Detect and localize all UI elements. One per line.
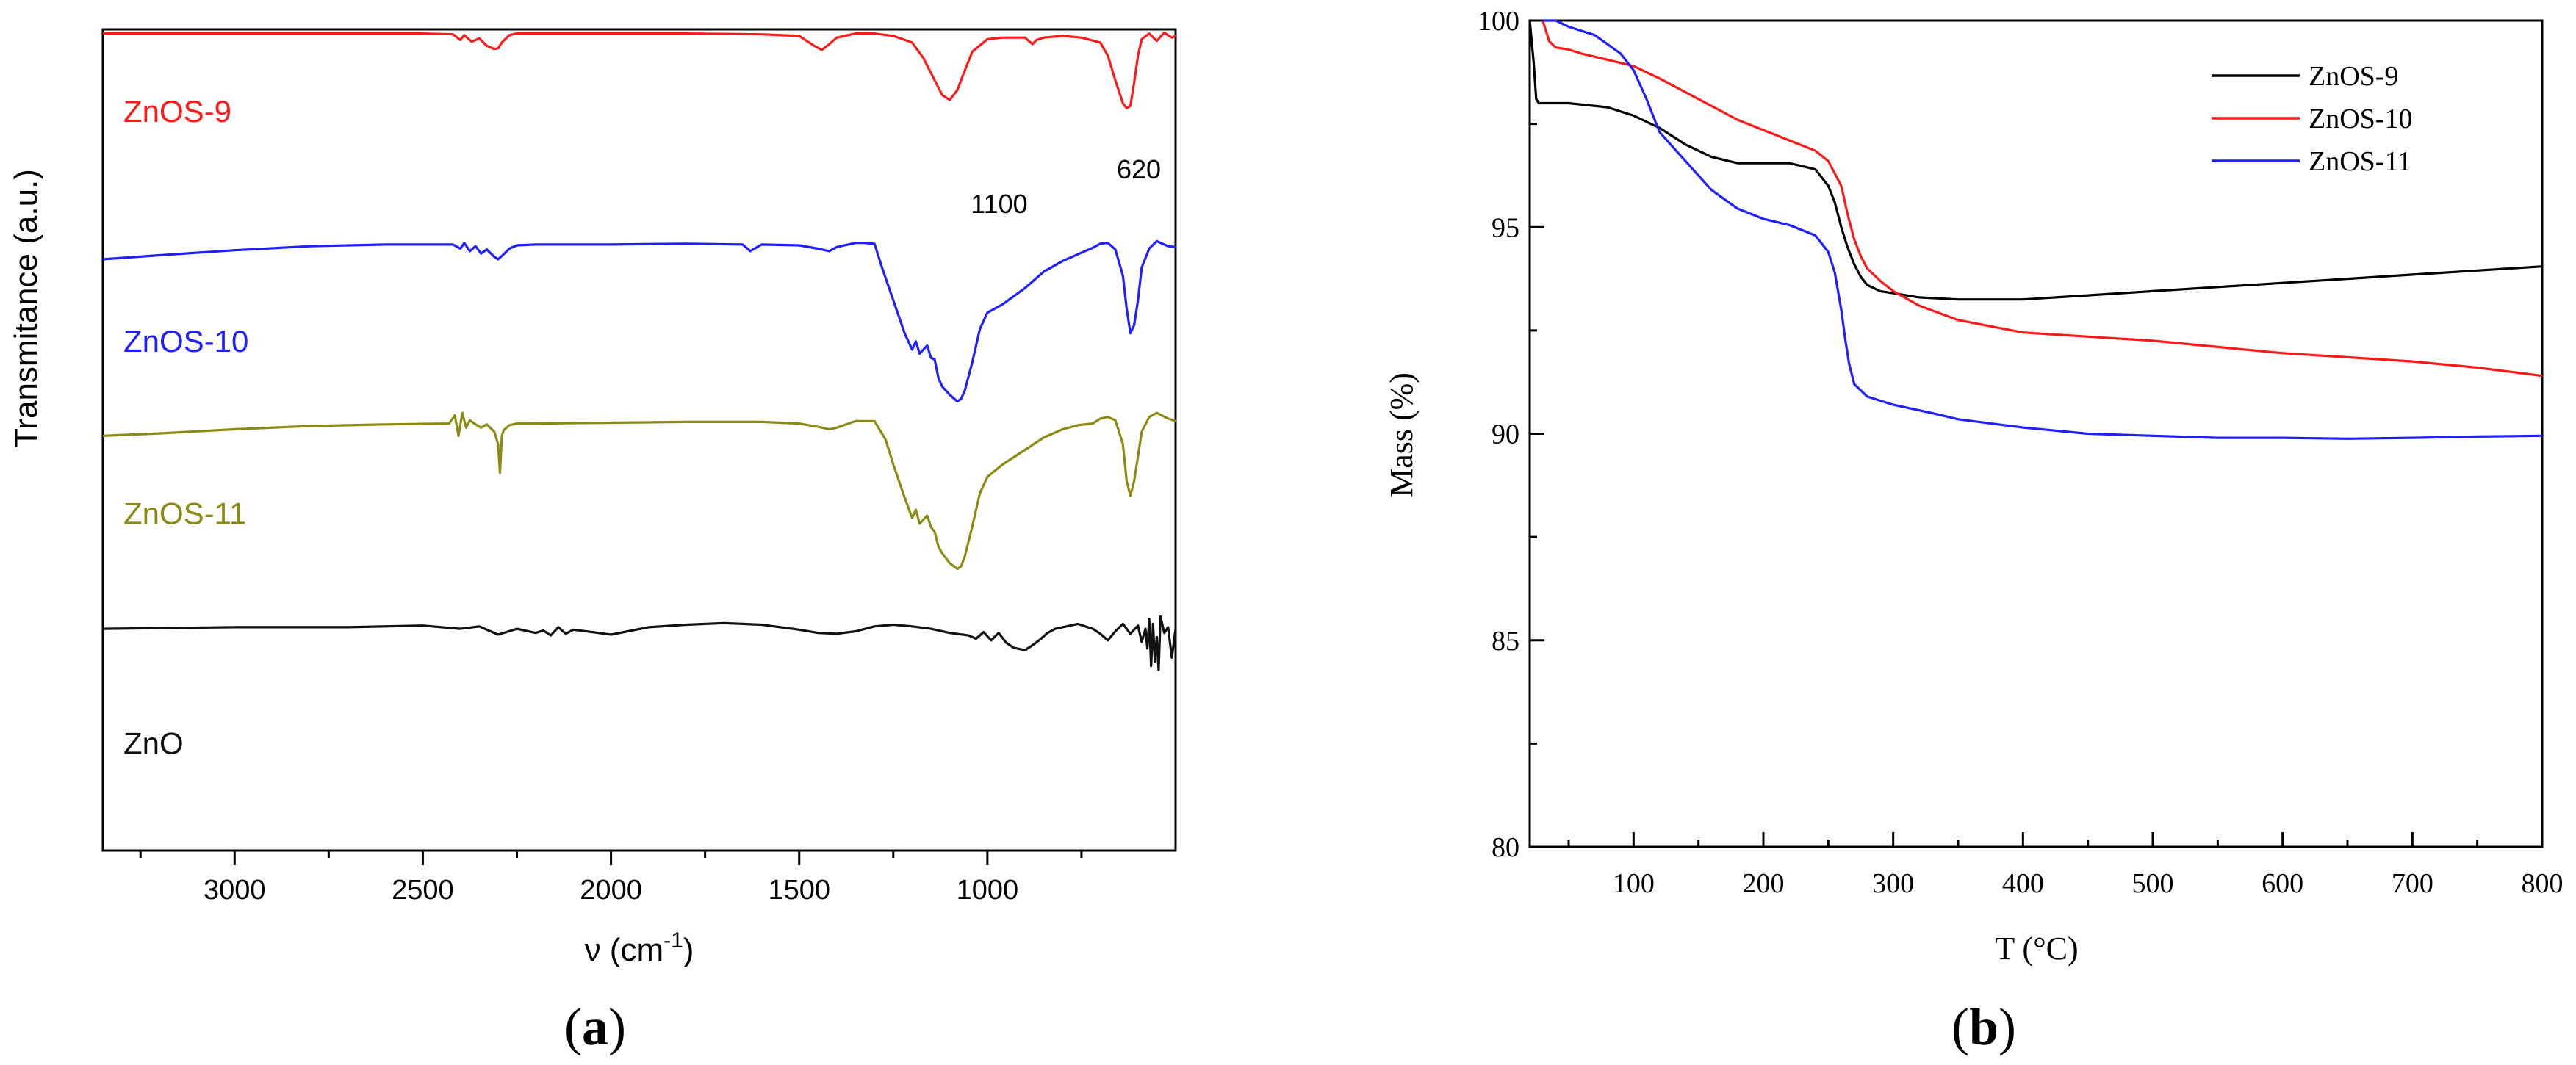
series-line-znos-11 <box>102 411 1176 571</box>
x-tick-label-200: 200 <box>1743 868 1785 899</box>
x-tick-label-2000: 2000 <box>580 875 642 906</box>
x-tick-label-700: 700 <box>2392 868 2433 899</box>
series-line-znos-10 <box>1541 20 2543 378</box>
series-line-znos-9 <box>1528 20 2543 301</box>
y-tick-label-90: 90 <box>1492 419 1519 450</box>
x-tick-label-2500: 2500 <box>392 875 454 906</box>
plot-b-axes: 100 200 300 400 500 600 700 800 80 85 90 95 100 <box>1478 6 2564 899</box>
x-tick-label-800: 800 <box>2522 868 2564 899</box>
peak-annotation-1100: 1100 <box>971 189 1027 219</box>
y-tick-label-85: 85 <box>1492 626 1519 657</box>
x-tick-label-300: 300 <box>1872 868 1914 899</box>
x-tick-label-1000: 1000 <box>957 875 1019 906</box>
series-label-znos-11: ZnOS-11 <box>123 497 246 531</box>
x-tick-label-500: 500 <box>2132 868 2174 899</box>
plot-b-legend: ZnOS-9 ZnOS-10 ZnOS-11 <box>2212 61 2412 177</box>
series-line-zno <box>102 615 1177 671</box>
peak-annotation-620: 620 <box>1117 154 1161 184</box>
y-tick-label-100: 100 <box>1478 6 1519 37</box>
plot-a-x-axis: 3000 2500 2000 1500 1000 <box>139 851 1083 906</box>
plot-b-series-group <box>1528 19 2543 440</box>
plot-a-y-axis-label: Transmitance (a.u.) <box>8 169 44 448</box>
plot-a-frame <box>101 28 1177 852</box>
series-line-znos-10 <box>102 239 1176 403</box>
y-tick-label-95: 95 <box>1492 212 1519 243</box>
plot-a-annotations: 1100 620 <box>971 154 1161 219</box>
plot-b-x-axis-label: T (°C) <box>1995 931 2078 967</box>
plot-b-y-axis-label: Mass (%) <box>1384 372 1420 497</box>
x-tick-label-1500: 1500 <box>768 875 830 906</box>
panel-b-tga: 100 200 300 400 500 600 700 800 80 85 90 95 100 ZnOS… <box>1384 6 2564 1056</box>
panel-a-caption: (a) <box>564 997 626 1056</box>
series-line-znos-9 <box>103 31 1176 109</box>
series-label-znos-9: ZnOS-9 <box>123 94 231 129</box>
legend-label-znos-11: ZnOS-11 <box>2309 146 2411 177</box>
x-tick-label-600: 600 <box>2262 868 2303 899</box>
x-tick-label-400: 400 <box>2002 868 2044 899</box>
plot-a-series-group <box>102 31 1177 671</box>
plot-a-x-axis-label: ν (cm-1) <box>585 928 694 968</box>
plot-b-frame <box>1528 19 2544 848</box>
series-label-zno: ZnO <box>123 726 184 761</box>
series-label-znos-10: ZnOS-10 <box>123 324 248 358</box>
panel-a-ftir: 3000 2500 2000 1500 1000 ZnOS-9 ZnOS-10 ZnOS-1… <box>8 28 1177 1056</box>
plot-a-series-labels: ZnOS-9 ZnOS-10 ZnOS-11 ZnO <box>123 94 248 761</box>
panel-b-caption: (b) <box>1951 997 2016 1056</box>
series-line-znos-11 <box>1542 19 2543 440</box>
x-tick-label-3000: 3000 <box>204 875 266 906</box>
legend-label-znos-10: ZnOS-10 <box>2309 104 2412 134</box>
legend-label-znos-9: ZnOS-9 <box>2309 61 2398 92</box>
x-tick-label-100: 100 <box>1613 868 1655 899</box>
y-tick-label-80: 80 <box>1492 832 1519 863</box>
